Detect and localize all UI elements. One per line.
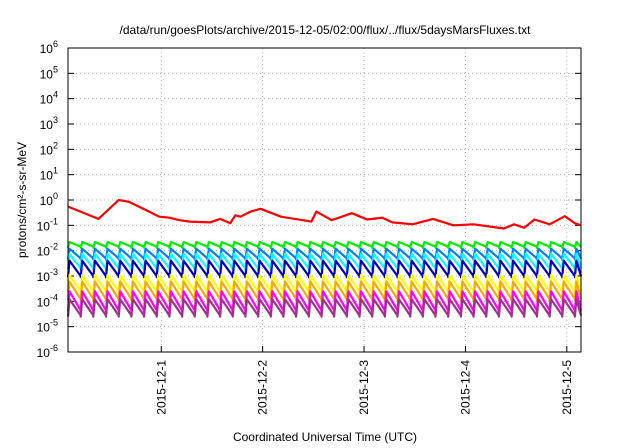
y-tick-label: 101 [40,166,58,183]
y-tick-label: 10-3 [37,267,58,284]
y-tick-label: 105 [40,64,58,81]
x-tick-label: 2015-12-2 [256,360,270,415]
series-line-1 [67,198,582,230]
series-layer [66,198,583,318]
series-line-5 [66,259,583,279]
y-axis-label: protons/cm²-s-sr-MeV [15,142,29,258]
y-tick-labels: 10-6 10-5 10-4 10-3 10-2 10-1 100 101 102 103 104 1… [37,39,58,360]
chart-title: /data/run/goesPlots/archive/2015-12-05/0… [120,23,532,37]
plot-frame [67,47,582,353]
y-tick-label: 106 [40,39,58,56]
y-tick-label: 10-6 [37,343,58,360]
x-tick-label: 2015-12-5 [560,360,574,415]
series-line-2 [66,240,582,249]
x-tick-label: 2015-12-1 [154,360,168,415]
x-tick-label: 2015-12-3 [357,360,371,415]
x-tick-label: 2015-12-4 [458,360,472,415]
y-tick-label: 10-1 [37,216,58,233]
y-tick-label: 10-2 [37,242,58,259]
y-tick-label: 10-4 [37,292,58,309]
y-tick-label: 103 [40,115,58,132]
series-line-9 [66,298,583,318]
y-tick-label: 102 [40,140,58,157]
y-tick-label: 10-5 [37,318,58,335]
x-axis-label: Coordinated Universal Time (UTC) [233,430,417,444]
y-tick-label: 100 [40,191,58,208]
x-tick-labels: 2015-12-1 2015-12-2 2015-12-3 2015-12-4 2015… [154,360,574,415]
y-tick-label: 104 [40,90,58,107]
